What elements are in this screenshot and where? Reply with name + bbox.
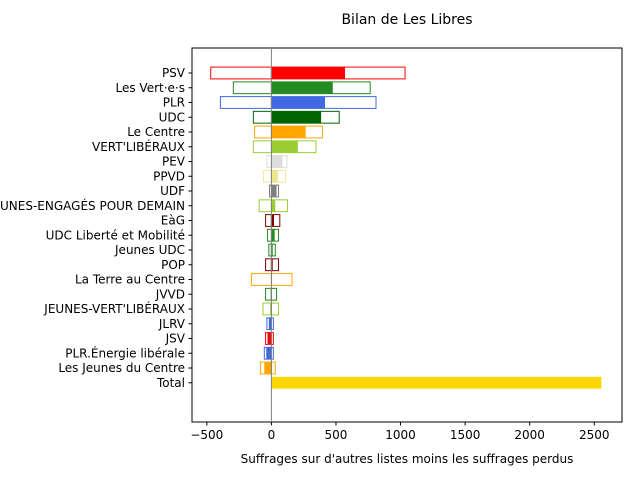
bar-net-ppvd <box>271 170 278 183</box>
bar-gained-jeunes-vert-liberaux <box>270 302 280 316</box>
x-tick-label: 2000 <box>514 428 545 442</box>
bar-net-psv <box>271 67 346 79</box>
bar-gained-les-jeunes-du-centre <box>270 361 276 375</box>
y-label-jlrv: JLRV <box>158 317 186 331</box>
bar-net-jeunes-vert-liberaux <box>270 303 272 315</box>
y-label-udf: UDF <box>160 184 185 198</box>
y-label-psv: PSV <box>162 66 186 80</box>
y-label-plr: PLR <box>163 96 185 110</box>
bar-lost-pev <box>266 155 272 168</box>
bar-net-udc-liberte-et-mobilite <box>271 229 275 242</box>
y-label-total: Total <box>156 376 185 390</box>
y-label-pop: POP <box>161 258 185 272</box>
bar-net-jlrv <box>268 317 272 330</box>
bar-net-udf <box>271 185 277 197</box>
x-axis-ticks: −500 0 500 1000 1500 2000 2500 <box>190 422 610 442</box>
x-tick-label: 1000 <box>385 428 416 442</box>
bar-lost-jeunes-engages-pour-demain <box>258 199 272 213</box>
bar-lost-udc <box>252 110 272 124</box>
x-axis-label: Suffrages sur d'autres listes moins les … <box>241 452 574 466</box>
bar-lost-ppvd <box>263 169 272 183</box>
plot-area <box>191 47 623 423</box>
chart-title: Bilan de Les Libres <box>341 12 472 28</box>
y-label-udc: UDC <box>159 110 185 124</box>
bar-lost-udc-liberte-et-mobilite <box>267 228 272 242</box>
y-label-vert-liberaux: VERT'LIBÉRAUX <box>92 139 185 154</box>
bar-net-vert-liberaux <box>271 140 298 153</box>
bar-net-les-vert-e-s <box>271 81 333 94</box>
y-label-le-centre: Le Centre <box>127 125 185 139</box>
y-label-jeunes-vert-liberaux: JEUNES-VERT'LIBÉRAUX <box>43 301 185 316</box>
bar-net-pev <box>271 155 283 168</box>
bar-lost-la-terre-au-centre <box>250 273 272 286</box>
bar-net-total <box>271 376 602 389</box>
bar-net-jsv <box>267 332 272 345</box>
bar-lost-jvvd <box>265 287 272 301</box>
y-label-jeunes-engages-pour-demain: JEUNES-ENGAGÉS POUR DEMAIN <box>0 198 185 213</box>
bars-group <box>210 48 602 422</box>
bar-lost-eag <box>265 214 272 227</box>
y-label-la-terre-au-centre: La Terre au Centre <box>75 273 185 287</box>
bar-net-les-jeunes-du-centre <box>264 362 272 374</box>
x-tick-label: 0 <box>268 428 276 442</box>
bar-gained-jvvd <box>270 287 278 301</box>
bar-net-jeunes-engages-pour-demain <box>271 199 276 212</box>
x-tick-label: −500 <box>190 428 223 442</box>
y-label-les-vert-e-s: Les Vert·e·s <box>116 81 186 95</box>
bar-net-plr <box>271 96 326 109</box>
bar-lost-vert-liberaux <box>252 140 272 154</box>
bar-net-jeunes-udc <box>271 244 273 256</box>
y-label-plr-energie-liberale: PLR.Énergie libérale <box>65 345 185 360</box>
bar-net-plr-energie-liberale <box>266 347 272 360</box>
x-tick-label: 1500 <box>450 428 481 442</box>
bar-net-eag <box>271 214 274 227</box>
y-label-pev: PEV <box>162 155 186 169</box>
bar-net-pop <box>271 258 273 271</box>
y-label-les-jeunes-du-centre: Les Jeunes du Centre <box>58 361 185 375</box>
bar-lost-pop <box>265 258 272 272</box>
bar-lost-psv <box>210 66 272 80</box>
y-label-eag: EàG <box>161 214 185 228</box>
bar-net-le-centre <box>271 126 306 138</box>
x-tick-label: 500 <box>325 428 348 442</box>
bar-net-udc <box>271 111 322 124</box>
y-label-jeunes-udc: Jeunes UDC <box>114 243 185 257</box>
bar-lost-les-vert-e-s <box>232 81 272 95</box>
bar-lost-le-centre <box>254 125 272 139</box>
y-label-ppvd: PPVD <box>153 169 185 183</box>
y-label-jsv: JSV <box>165 332 186 346</box>
bar-lost-plr <box>219 96 272 109</box>
x-tick-label: 2500 <box>579 428 610 442</box>
y-label-udc-liberte-et-mobilite: UDC Liberté et Mobilité <box>46 228 185 242</box>
bar-gained-la-terre-au-centre <box>270 273 293 286</box>
y-label-jvvd: JVVD <box>155 287 185 301</box>
